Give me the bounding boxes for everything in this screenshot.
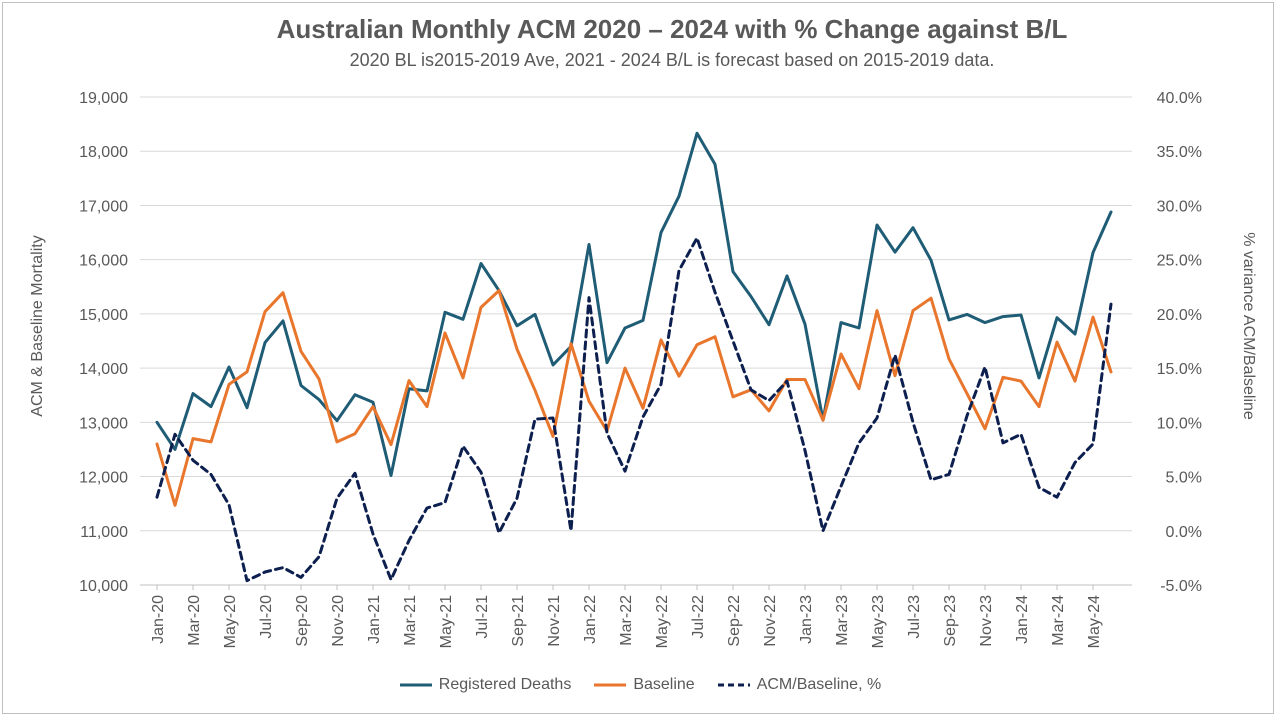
x-tick-label: Jul-20 [258,595,275,639]
x-tick-label: Jan-24 [1014,595,1031,644]
legend-item-baseline: Baseline [593,676,695,694]
x-tick-label: May-21 [438,595,455,648]
x-tick-label: Jan-20 [150,595,167,644]
y-tick-label: 11,000 [80,524,128,541]
x-tick-label: Sep-20 [294,595,311,647]
y2-tick-label: 20.0% [1157,307,1202,324]
y-tick-label: 15,000 [79,307,128,324]
y-axis-ticks: 10,000 11,000 12,000 13,000 14,000 15,000 16,0… [79,90,128,595]
y2-tick-label: -5.0% [1160,578,1202,595]
x-tick-label: Mar-23 [834,595,851,646]
x-tick-label: Sep-21 [510,595,527,647]
y-tick-label: 18,000 [79,144,128,161]
y-tick-label: 12,000 [79,470,128,487]
x-tick-label: May-20 [222,595,239,648]
x-tick-label: May-24 [1086,595,1103,648]
legend-item-registered-deaths: Registered Deaths [399,676,572,694]
x-tick-label: Jul-22 [690,595,707,639]
chart-legend: Registered Deaths Baseline ACM/Baseline,… [0,676,1280,694]
x-tick-label: Jul-23 [906,595,923,639]
y2-tick-label: 25.0% [1157,253,1202,270]
chart-title: Australian Monthly ACM 2020 – 2024 with … [276,14,1068,44]
legend-swatch-baseline [594,683,627,687]
legend-swatch-registered-deaths [399,683,432,687]
x-tick-label: May-23 [870,595,887,648]
x-tick-label: Nov-22 [762,595,779,647]
y2-tick-label: 35.0% [1157,144,1202,161]
x-tick-label: Jan-22 [582,595,599,644]
y-tick-label: 10,000 [79,578,128,595]
x-tick-label: Mar-20 [186,595,203,646]
legend-label-baseline: Baseline [633,676,695,693]
x-axis-ticks: Jan-20 Mar-20 May-20 Jul-20 Sep-20 Nov-20 Jan-… [150,585,1103,648]
chart-subtitle: 2020 BL is2015-2019 Ave, 2021 - 2024 B/L… [349,50,995,70]
legend-swatch-acm-baseline [717,683,750,687]
legend-item-acm-baseline: ACM/Baseline, % [717,676,882,694]
series-line-acm-baseline [155,236,1113,583]
y2-axis-label: % variance ACM/Balseline [1240,232,1257,420]
x-tick-label: Mar-21 [402,595,419,646]
x-tick-label: Jan-23 [798,595,815,644]
x-tick-label: Nov-20 [330,595,347,647]
legend-label-acm-baseline: ACM/Baseline, % [756,676,882,693]
x-tick-label: May-22 [654,595,671,648]
x-tick-label: Nov-21 [546,595,563,647]
series-lines [155,131,1113,583]
y-axis-label: ACM & Baseline Mortality [29,235,46,416]
x-tick-label: Jul-21 [474,595,491,639]
y2-tick-label: 30.0% [1157,198,1202,215]
y2-tick-label: 5.0% [1166,470,1202,487]
x-tick-label: Jan-21 [366,595,383,644]
x-tick-label: Sep-22 [726,595,743,647]
y-tick-label: 19,000 [79,90,128,107]
x-tick-label: Nov-23 [978,595,995,647]
y-tick-label: 17,000 [79,198,128,215]
series-line-baseline [155,289,1113,507]
y2-tick-label: 15.0% [1157,361,1202,378]
series-line-registered-deaths [155,131,1113,477]
y2-tick-label: 10.0% [1157,415,1202,432]
x-tick-label: Mar-24 [1050,595,1067,646]
x-tick-label: Mar-22 [618,595,635,646]
y2-tick-label: 40.0% [1157,90,1202,107]
legend-label-registered-deaths: Registered Deaths [438,676,572,693]
y-tick-label: 14,000 [79,361,128,378]
y-tick-label: 16,000 [79,253,128,270]
y2-tick-label: 0.0% [1166,524,1202,541]
x-tick-label: Sep-23 [942,595,959,647]
y2-axis-ticks: -5.0% 0.0% 5.0% 10.0% 15.0% 20.0% 25.0% 30.0% 35… [1157,90,1202,595]
y-tick-label: 13,000 [79,415,128,432]
